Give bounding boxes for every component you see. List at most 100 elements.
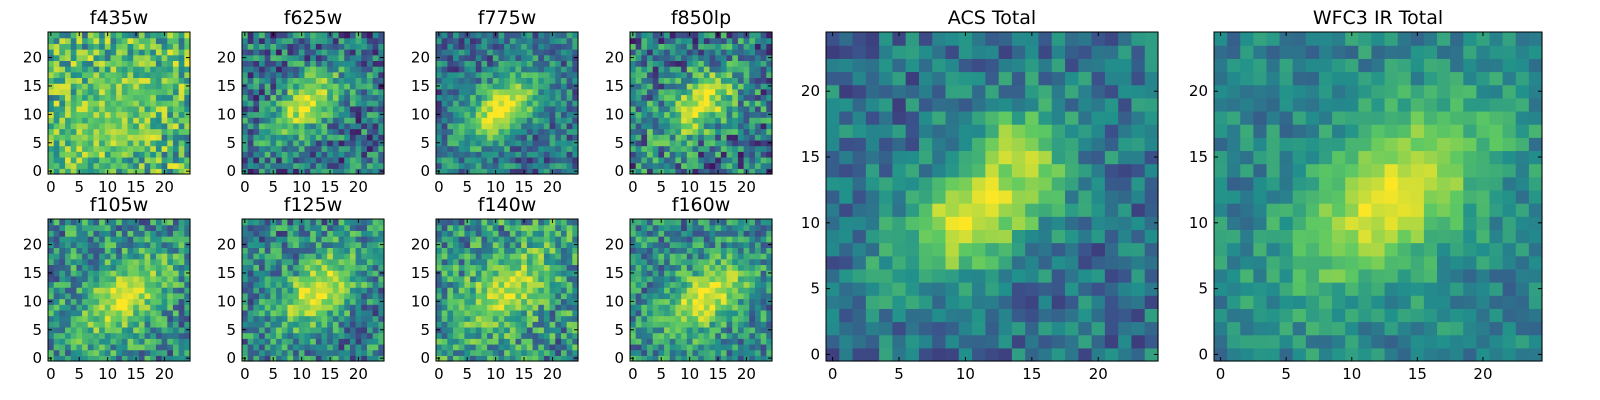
pixel-cell — [242, 264, 249, 271]
pixel-cell — [652, 145, 659, 152]
pixel-cell — [526, 60, 534, 67]
panel-title: f105w — [90, 194, 149, 216]
pixel-cell — [760, 304, 767, 311]
pixel-cell — [709, 321, 716, 328]
pixel-cell — [566, 54, 573, 61]
pixel-cell — [481, 128, 488, 135]
pixel-cell — [321, 156, 328, 164]
pixel-cell — [155, 128, 163, 135]
pixel-cell — [715, 275, 722, 283]
pixel-cell — [65, 145, 72, 152]
pixel-cell — [635, 71, 642, 79]
pixel-cell — [344, 270, 351, 277]
pixel-cell — [658, 128, 665, 135]
pixel-cell — [498, 275, 505, 283]
pixel-cell — [287, 236, 294, 243]
pixel-cell — [681, 275, 688, 283]
x-tick-label: 0 — [628, 178, 638, 196]
pixel-cell — [669, 355, 677, 362]
pixel-cell — [48, 287, 55, 294]
pixel-cell — [749, 292, 756, 300]
pixel-cell — [572, 253, 579, 260]
pixel-cell — [652, 88, 659, 96]
pixel-cell — [475, 111, 483, 118]
pixel-cell — [133, 224, 140, 231]
pixel-cell — [253, 253, 260, 260]
pixel-cell — [475, 134, 483, 141]
pixel-cell — [641, 128, 648, 135]
pixel-cell — [464, 151, 471, 158]
pixel-cell — [242, 287, 249, 294]
pixel-cell — [647, 304, 654, 311]
pixel-cell — [172, 94, 180, 101]
pixel-cell — [355, 230, 362, 237]
pixel-cell — [372, 309, 379, 317]
pixel-cell — [82, 77, 89, 84]
pixel-cell — [366, 156, 374, 164]
pixel-cell — [555, 117, 562, 124]
pixel-cell — [664, 105, 671, 113]
pixel-cell — [281, 122, 289, 130]
pixel-cell — [532, 37, 539, 44]
pixel-cell — [647, 54, 654, 61]
pixel-cell — [498, 49, 505, 56]
pixel-cell — [298, 83, 306, 90]
pixel-cell — [635, 54, 642, 61]
pixel-cell — [178, 162, 185, 169]
pixel-cell — [538, 253, 545, 260]
pixel-cell — [715, 156, 722, 164]
pixel-cell — [298, 332, 306, 339]
pixel-cell — [458, 54, 465, 61]
pixel-cell — [378, 219, 385, 226]
pixel-cell — [470, 241, 477, 248]
pixel-cell — [127, 275, 134, 283]
pixel-cell — [441, 49, 448, 56]
pixel-cell — [647, 332, 654, 339]
pixel-cell — [378, 281, 385, 288]
pixel-cell — [441, 151, 448, 158]
pixel-cell — [681, 54, 688, 61]
pixel-cell — [470, 49, 477, 56]
pixel-cell — [304, 66, 311, 73]
pixel-cell — [647, 349, 654, 356]
pixel-cell — [372, 258, 379, 266]
pixel-cell — [664, 338, 671, 345]
pixel-cell — [321, 281, 328, 288]
pixel-cell — [104, 241, 112, 248]
pixel-cell — [349, 292, 357, 300]
pixel-cell — [560, 168, 568, 175]
pixel-cell — [641, 71, 648, 79]
pixel-cell — [441, 128, 448, 135]
pixel-cell — [526, 111, 534, 118]
pixel-cell — [167, 83, 174, 90]
pixel-cell — [538, 275, 545, 283]
pixel-cell — [327, 332, 334, 339]
pixel-cell — [635, 117, 642, 124]
pixel-cell — [121, 83, 129, 90]
pixel-cell — [161, 54, 168, 61]
pixel-cell — [133, 71, 140, 79]
pixel-cell — [116, 168, 123, 175]
pixel-cell — [766, 275, 773, 283]
pixel-cell — [155, 88, 163, 96]
pixel-cell — [566, 122, 573, 130]
pixel-cell — [492, 83, 500, 90]
pixel-cell — [99, 343, 106, 351]
pixel-cell — [538, 247, 545, 254]
pixel-cell — [498, 83, 505, 90]
pixel-cell — [264, 304, 271, 311]
pixel-cell — [287, 54, 294, 61]
pixel-cell — [447, 88, 454, 96]
pixel-cell — [669, 343, 677, 351]
pixel-cell — [543, 264, 551, 271]
pixel-cell — [327, 60, 334, 67]
pixel-cell — [555, 94, 562, 101]
pixel-cell — [686, 304, 694, 311]
pixel-cell — [298, 247, 306, 254]
pixel-cell — [532, 258, 539, 266]
pixel-cell — [543, 355, 551, 362]
pixel-cell — [464, 134, 471, 141]
pixel-cell — [549, 94, 556, 101]
pixel-cell — [321, 292, 328, 300]
pixel-cell — [378, 309, 385, 317]
